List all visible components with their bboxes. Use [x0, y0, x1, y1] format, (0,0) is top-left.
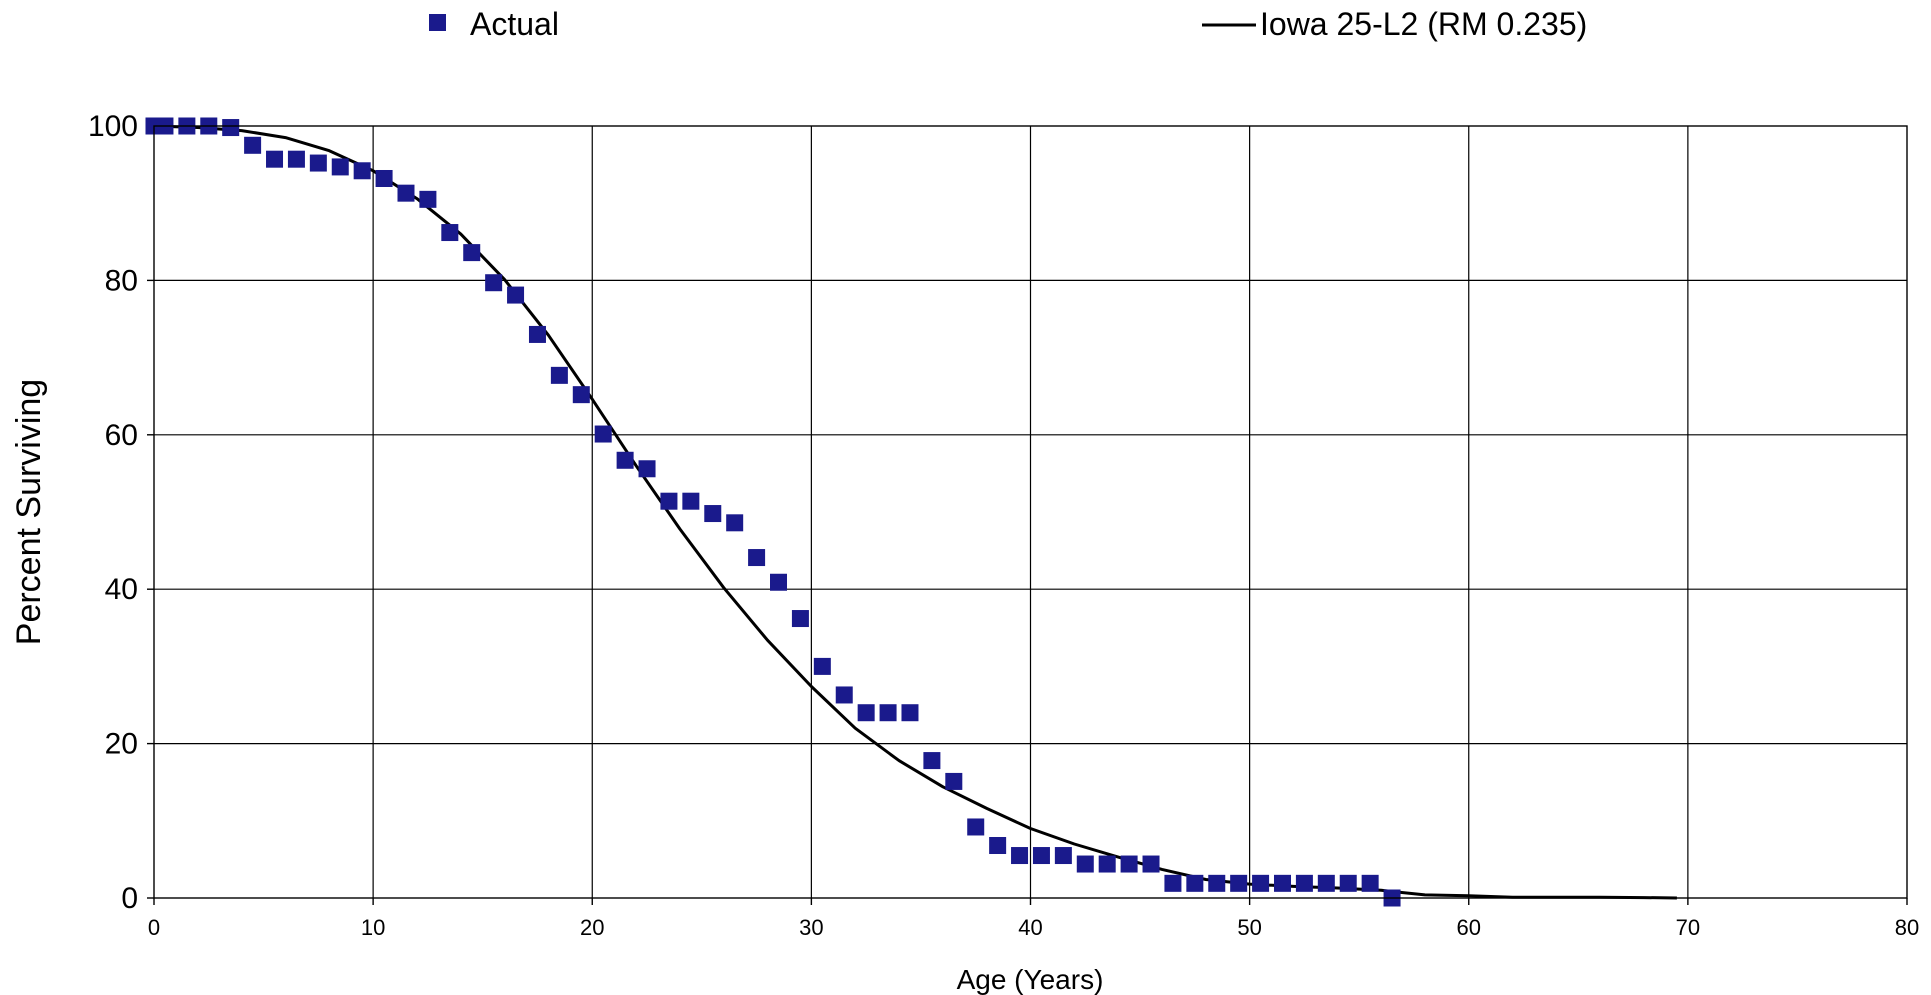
x-axis-ticks: 0 10 20 30 40 50 60 70 80 — [148, 898, 1919, 940]
y-tick-label: 40 — [105, 573, 138, 606]
actual-data-point — [1252, 874, 1270, 892]
actual-data-point — [1054, 847, 1072, 865]
actual-data-point — [244, 136, 262, 154]
legend-label-actual: Actual — [470, 6, 559, 42]
actual-data-point — [682, 492, 700, 510]
fitted-curve-line — [153, 124, 1677, 900]
actual-data-point — [660, 492, 678, 510]
actual-data-point — [266, 150, 284, 168]
plot-area-frame — [153, 125, 1908, 899]
actual-data-point — [989, 837, 1007, 855]
x-tick-label: 70 — [1676, 915, 1700, 940]
actual-data-point — [791, 610, 809, 628]
y-tick-label: 20 — [105, 728, 138, 761]
actual-data-point — [485, 274, 503, 292]
actual-data-point — [857, 704, 875, 722]
legend-label-curve: Iowa 25-L2 (RM 0.235) — [1260, 6, 1587, 42]
actual-data-point — [923, 752, 941, 770]
actual-data-point — [1273, 874, 1291, 892]
actual-data-point — [835, 686, 853, 704]
y-axis-title: Percent Surviving — [10, 379, 48, 645]
actual-data-point — [704, 505, 722, 523]
y-tick-label: 60 — [105, 419, 138, 452]
actual-data-point — [1011, 847, 1029, 865]
legend-item-actual: Actual — [429, 6, 559, 42]
x-tick-label: 10 — [361, 915, 385, 940]
actual-data-point — [222, 119, 240, 137]
actual-data-point — [1230, 874, 1248, 892]
actual-data-point — [572, 386, 590, 404]
actual-data-point — [441, 224, 459, 242]
actual-data-point — [397, 184, 415, 202]
x-tick-label: 30 — [799, 915, 823, 940]
actual-data-point — [813, 657, 831, 675]
actual-data-point — [638, 460, 656, 478]
actual-data-point — [463, 244, 481, 262]
actual-data-point — [1361, 874, 1379, 892]
actual-data-point — [309, 154, 327, 172]
actual-data-point — [1295, 874, 1313, 892]
actual-data-point — [770, 573, 788, 591]
x-tick-label: 80 — [1895, 915, 1919, 940]
legend-item-curve: Iowa 25-L2 (RM 0.235) — [1202, 6, 1587, 42]
x-tick-label: 0 — [148, 915, 160, 940]
actual-data-point — [1339, 874, 1357, 892]
x-tick-label: 40 — [1018, 915, 1042, 940]
actual-points-series — [145, 117, 1401, 907]
x-tick-label: 60 — [1457, 915, 1481, 940]
actual-data-point — [1142, 855, 1160, 873]
actual-data-point — [1076, 855, 1094, 873]
actual-data-point — [1186, 874, 1204, 892]
legend-marker-square — [429, 14, 446, 31]
actual-data-point — [353, 162, 371, 180]
actual-data-point — [726, 514, 744, 532]
actual-data-point — [901, 704, 919, 722]
y-tick-label: 80 — [105, 264, 138, 297]
actual-data-point — [528, 325, 546, 343]
fitted-curve-series — [153, 124, 1677, 900]
actual-data-point — [287, 150, 305, 168]
actual-data-point — [1317, 874, 1335, 892]
actual-data-point — [594, 425, 612, 443]
x-tick-label: 50 — [1237, 915, 1261, 940]
legend: Actual Iowa 25-L2 (RM 0.235) — [429, 6, 1587, 42]
actual-data-point — [1032, 847, 1050, 865]
actual-data-point — [507, 286, 525, 304]
y-tick-label: 100 — [88, 110, 138, 143]
actual-data-point — [375, 169, 393, 187]
actual-data-point — [1164, 874, 1182, 892]
actual-data-point — [331, 158, 349, 176]
actual-data-point — [1120, 855, 1138, 873]
y-axis-ticks: 0 20 40 60 80 100 — [88, 110, 154, 915]
actual-data-point — [748, 549, 766, 567]
y-tick-label: 0 — [121, 882, 138, 915]
actual-data-point — [550, 366, 568, 384]
actual-data-point — [945, 772, 963, 790]
actual-data-point — [616, 451, 634, 469]
x-axis-title: Age (Years) — [957, 964, 1104, 995]
actual-data-point — [1208, 874, 1226, 892]
actual-data-point — [1098, 855, 1116, 873]
x-tick-label: 20 — [580, 915, 604, 940]
actual-data-point — [419, 190, 437, 208]
gridlines — [154, 126, 1907, 898]
actual-data-point — [967, 818, 985, 836]
actual-data-point — [879, 704, 897, 722]
